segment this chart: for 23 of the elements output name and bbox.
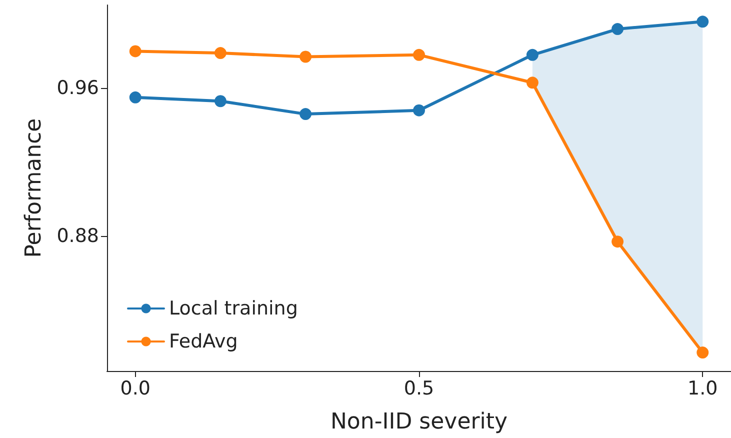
point <box>214 95 226 108</box>
point <box>413 48 425 61</box>
point <box>526 48 538 61</box>
point <box>413 104 425 116</box>
point <box>129 45 142 58</box>
legend-label: Local training <box>169 298 298 320</box>
point <box>696 16 709 28</box>
y-axis-title: Performance <box>22 118 46 258</box>
x-tick-label: 0.5 <box>404 378 434 400</box>
point <box>214 47 226 60</box>
point <box>300 108 312 120</box>
point <box>526 76 538 89</box>
x-tick-label: 0.0 <box>120 378 150 400</box>
legend-label: FedAvg <box>169 330 238 352</box>
point <box>612 23 624 36</box>
x-tick-label: 1.0 <box>688 378 718 400</box>
point <box>129 91 142 104</box>
point <box>612 236 624 248</box>
point <box>300 50 312 63</box>
y-tick-label: 0.96 <box>56 77 99 100</box>
x-axis-title: Non-IID severity <box>330 410 508 434</box>
point <box>696 346 709 359</box>
y-tick-label: 0.88 <box>56 225 99 248</box>
